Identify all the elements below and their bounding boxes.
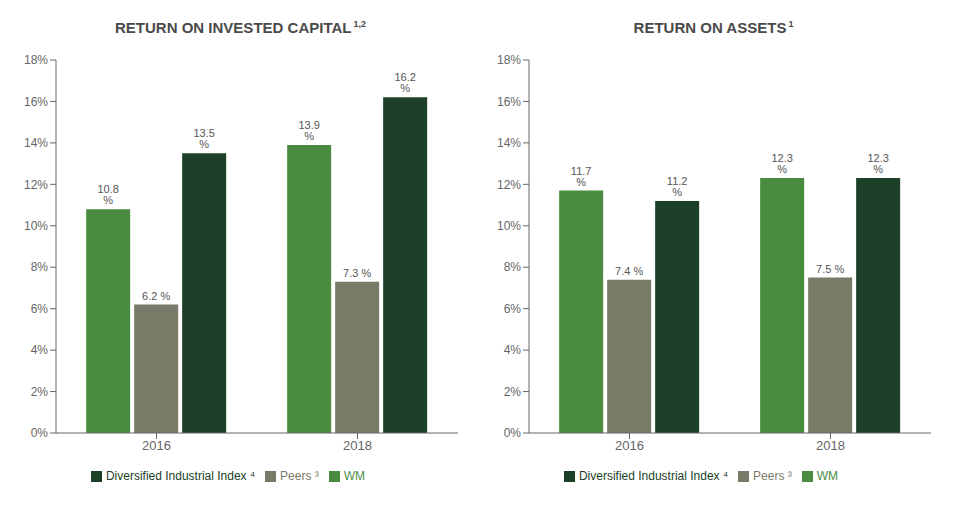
svg-text:6%: 6% xyxy=(31,302,49,316)
html-text:WM: WM xyxy=(816,469,839,483)
html-text:WM: WM xyxy=(343,469,366,483)
svg-text:2018: 2018 xyxy=(816,438,845,453)
svg-text:12.3%: 12.3% xyxy=(867,152,888,175)
svg-text:13.9%: 13.9% xyxy=(298,119,319,142)
svg-text:2018: 2018 xyxy=(343,438,372,453)
svg-text:6.2 %: 6.2 % xyxy=(142,290,170,302)
svg-text:12%: 12% xyxy=(24,178,48,192)
svg-text:11.2%: 11.2% xyxy=(667,175,688,198)
svg-text:13.5%: 13.5% xyxy=(193,127,214,150)
svg-text:16.2%: 16.2% xyxy=(394,71,415,94)
svg-text:0%: 0% xyxy=(31,426,49,440)
svg-text:2%: 2% xyxy=(504,385,522,399)
html-text:Diversified Industrial Index ⁴: Diversified Industrial Index ⁴ xyxy=(578,469,729,483)
svg-text:2016: 2016 xyxy=(615,438,644,453)
svg-text:18%: 18% xyxy=(497,53,521,67)
html-text:Diversified Industrial Index ⁴: Diversified Industrial Index ⁴ xyxy=(105,469,256,483)
svg-text:11.7%: 11.7% xyxy=(571,165,592,188)
svg-text:7.5 %: 7.5 % xyxy=(816,263,844,275)
svg-text:12%: 12% xyxy=(497,178,521,192)
svg-text:7.4 %: 7.4 % xyxy=(615,265,643,277)
svg-text:12.3%: 12.3% xyxy=(771,152,792,175)
html-text:Peers ³: Peers ³ xyxy=(753,469,792,483)
svg-text:7.3 %: 7.3 % xyxy=(343,267,371,279)
svg-text:14%: 14% xyxy=(24,136,48,150)
svg-text:10%: 10% xyxy=(24,219,48,233)
svg-text:10.8%: 10.8% xyxy=(97,183,118,206)
svg-text:8%: 8% xyxy=(31,260,49,274)
html-text:RETURN ON ASSETS1: RETURN ON ASSETS1 xyxy=(633,19,794,36)
html-text:RETURN ON INVESTED CAPITAL1,2: RETURN ON INVESTED CAPITAL1,2 xyxy=(115,19,366,36)
svg-text:2016: 2016 xyxy=(142,438,171,453)
svg-text:8%: 8% xyxy=(504,260,522,274)
svg-text:16%: 16% xyxy=(497,95,521,109)
svg-text:10%: 10% xyxy=(497,219,521,233)
svg-text:6%: 6% xyxy=(504,302,522,316)
svg-text:4%: 4% xyxy=(504,343,522,357)
svg-text:18%: 18% xyxy=(24,53,48,67)
svg-text:14%: 14% xyxy=(497,136,521,150)
svg-text:0%: 0% xyxy=(504,426,522,440)
svg-text:16%: 16% xyxy=(24,95,48,109)
svg-text:4%: 4% xyxy=(31,343,49,357)
svg-text:2%: 2% xyxy=(31,385,49,399)
html-text:Peers ³: Peers ³ xyxy=(280,469,319,483)
